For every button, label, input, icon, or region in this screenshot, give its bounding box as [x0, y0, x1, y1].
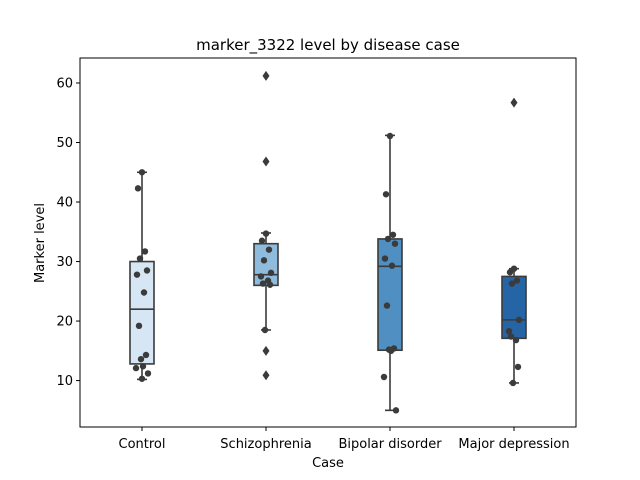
data-point — [140, 289, 148, 296]
outlier-marker — [262, 370, 270, 381]
y-tick-label: 30 — [56, 255, 73, 270]
data-point — [141, 248, 149, 255]
data-point — [138, 375, 146, 382]
x-tick-label: Control — [119, 437, 166, 452]
data-point — [506, 269, 514, 276]
data-point — [133, 271, 141, 278]
data-point — [258, 237, 266, 244]
data-point — [138, 169, 146, 176]
outlier-marker — [510, 97, 518, 108]
data-point — [392, 407, 400, 414]
data-point — [257, 273, 265, 280]
data-point — [514, 363, 522, 371]
data-point — [384, 235, 392, 243]
data-point — [505, 327, 513, 335]
data-point — [262, 230, 270, 237]
y-tick-label: 10 — [56, 374, 73, 389]
data-point — [513, 277, 521, 284]
x-tick-label: Bipolar disorder — [338, 437, 442, 452]
data-point — [144, 370, 152, 377]
data-point — [509, 379, 517, 387]
outlier-marker — [262, 70, 270, 81]
outlier-marker — [262, 345, 270, 356]
data-point — [143, 267, 151, 274]
data-point — [381, 255, 389, 262]
y-axis-label: Marker level — [33, 203, 48, 283]
y-tick-label: 50 — [56, 136, 73, 151]
x-axis-label: Case — [312, 456, 344, 471]
data-point — [391, 240, 399, 247]
data-point — [512, 336, 520, 344]
x-tick-label: Major depression — [458, 437, 569, 452]
box-iqr — [129, 260, 155, 365]
y-tick-label: 40 — [56, 196, 73, 211]
chart-title: marker_3322 level by disease case — [196, 36, 460, 55]
data-point — [266, 281, 274, 288]
y-tick-label: 20 — [56, 315, 73, 330]
outlier-marker — [262, 156, 270, 167]
data-point — [261, 326, 269, 334]
data-point — [386, 132, 394, 140]
data-point — [507, 333, 515, 340]
data-point — [139, 363, 147, 370]
data-point — [132, 364, 140, 372]
data-point — [137, 355, 145, 363]
data-point — [387, 347, 395, 355]
data-point — [382, 191, 390, 198]
data-point — [389, 231, 397, 238]
plot-frame — [79, 57, 577, 428]
data-point — [265, 246, 273, 253]
data-point — [508, 280, 516, 287]
data-point — [383, 302, 391, 309]
data-point — [134, 185, 142, 192]
box-iqr — [501, 275, 527, 340]
data-point — [267, 269, 275, 277]
x-tick-label: Schizophrenia — [220, 437, 311, 452]
data-point — [260, 257, 268, 264]
data-point — [142, 351, 150, 359]
y-tick-label: 60 — [56, 76, 73, 91]
data-point — [388, 262, 396, 269]
box-iqr — [377, 238, 403, 352]
data-point — [135, 322, 143, 330]
data-point — [136, 255, 144, 262]
data-point — [259, 280, 267, 287]
data-point — [380, 373, 388, 381]
data-point — [515, 316, 523, 324]
